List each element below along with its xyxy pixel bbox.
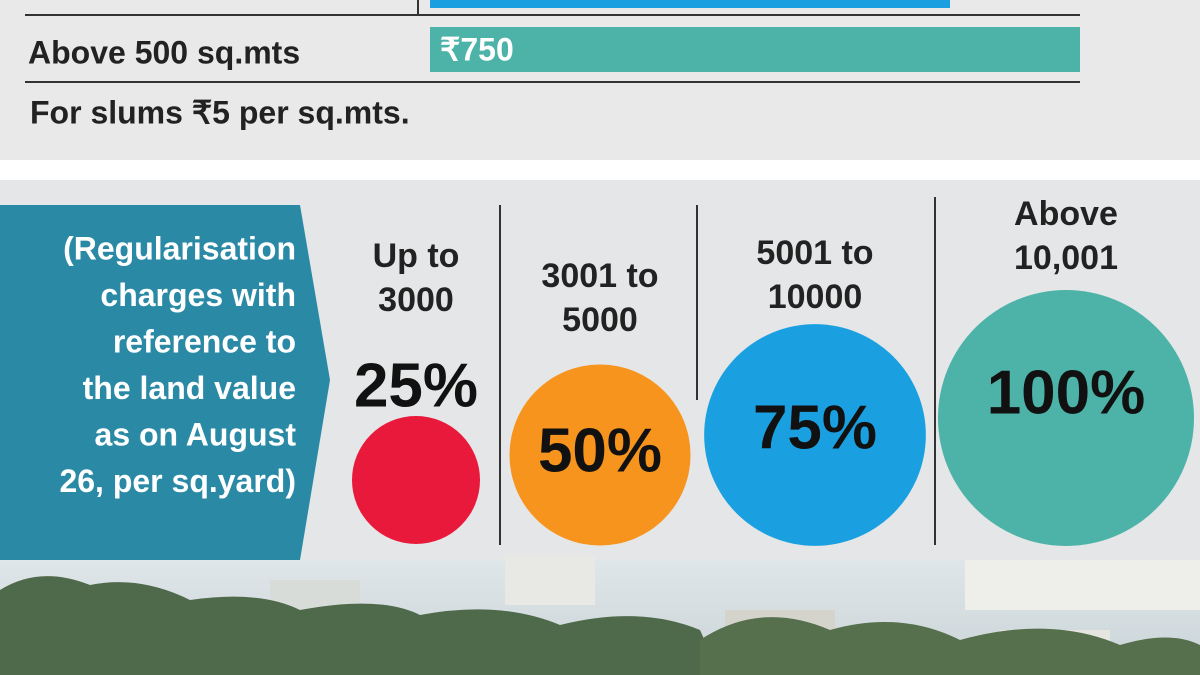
- percent-circle: [509, 364, 691, 546]
- note: For slums ₹5 per sq.mts.: [30, 94, 410, 130]
- panel-text: reference to: [113, 323, 296, 359]
- trees: [0, 576, 720, 675]
- panel-text: the land value: [83, 370, 296, 406]
- panel-text: 26, per sq.yard): [59, 463, 296, 499]
- separator: [0, 160, 1200, 180]
- range-label: 10000: [768, 278, 863, 316]
- row-label: Above 500 sq.mts: [28, 34, 300, 70]
- cut-bar: [430, 0, 950, 8]
- percent-circle: [938, 290, 1194, 546]
- range-label: Up to: [373, 237, 460, 275]
- side-panel: [0, 205, 330, 560]
- trees: [700, 617, 1200, 675]
- percent-circle: [704, 324, 926, 546]
- top-band: [0, 0, 1200, 160]
- panel-text: as on August: [95, 416, 297, 452]
- range-label: Above: [1014, 195, 1118, 233]
- range-label: 3000: [378, 281, 454, 319]
- range-label: 5000: [562, 301, 638, 339]
- panel-text: (Regularisation: [63, 230, 296, 266]
- range-label: 10,001: [1014, 239, 1118, 277]
- percent-label: 50%: [538, 416, 662, 485]
- rate-bar: [430, 27, 1080, 72]
- rate-label: ₹750: [440, 31, 514, 67]
- percent-label: 100%: [987, 358, 1146, 427]
- percent-label: 25%: [354, 351, 478, 420]
- percent-circle: [352, 416, 480, 544]
- panel-text: charges with: [100, 277, 296, 313]
- range-label: 5001 to: [756, 234, 873, 272]
- percent-label: 75%: [753, 393, 877, 462]
- range-label: 3001 to: [541, 257, 658, 295]
